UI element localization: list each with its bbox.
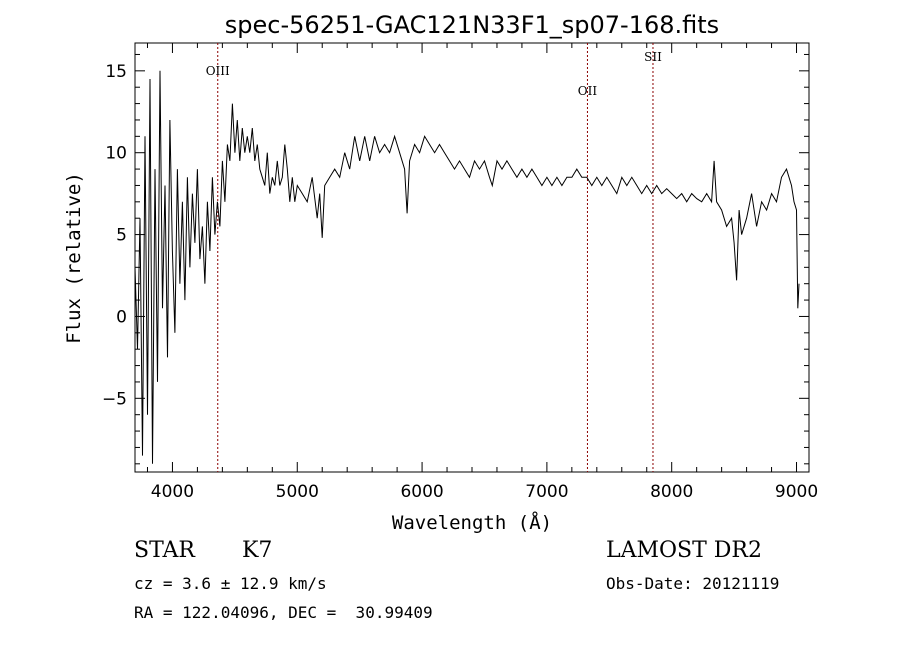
x-axis-label: Wavelength (Å) [392,511,552,534]
x-tick-label: 4000 [151,482,194,502]
observation-date: Obs-Date: 20121119 [606,574,780,593]
plot-frame [134,42,810,473]
x-tick-label: 5000 [276,482,319,502]
spectral-line-label: OIII [206,64,230,78]
survey-name: LAMOST DR2 [606,538,762,563]
spectral-line-label: SII [644,50,662,64]
spectral-line-markers: OIII OII SII [206,43,662,472]
y-tick-label: 5 [116,226,127,246]
y-tick-label: 10 [105,144,127,164]
object-class: STAR [134,538,195,563]
x-tick-label: 7000 [525,482,568,502]
x-tick-label: 6000 [400,482,443,502]
y-tick-label: 15 [105,62,127,82]
redshift-cz: cz = 3.6 ± 12.9 km/s [134,574,327,593]
x-axis-ticks: 4000 5000 6000 7000 8000 9000 [146,43,818,502]
object-subclass: K7 [242,538,273,563]
y-axis-ticks: −5 0 5 10 15 [102,53,809,465]
y-tick-label: −5 [102,389,127,409]
spectrum-series-line [134,70,800,464]
ra-dec-coordinates: RA = 122.04096, DEC = 30.99409 [134,603,433,622]
x-tick-label: 9000 [775,482,818,502]
y-axis-label: Flux (relative) [63,172,85,344]
chart-title: spec-56251-GAC121N33F1_sp07-168.fits [225,11,719,39]
x-tick-label: 8000 [650,482,693,502]
y-tick-label: 0 [116,307,127,327]
spectral-line-label: OII [578,84,598,98]
